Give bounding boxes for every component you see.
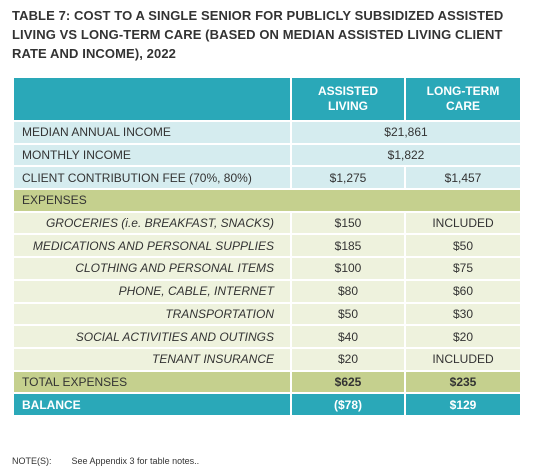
- table-row: TOTAL EXPENSES $625 $235: [12, 369, 522, 395]
- cell-value: $185: [290, 233, 406, 259]
- cell-value: $20: [404, 324, 522, 349]
- cell-value: $40: [290, 324, 406, 349]
- table-row: PHONE, CABLE, INTERNET $80 $60: [12, 278, 522, 304]
- row-label: PHONE, CABLE, INTERNET: [12, 278, 292, 304]
- cell-value: $129: [404, 392, 522, 417]
- note-text: See Appendix 3 for table notes..: [71, 456, 200, 466]
- cell-value: $1,822: [290, 142, 522, 168]
- table-row: CLIENT CONTRIBUTION FEE (70%, 80%) $1,275…: [12, 165, 522, 191]
- cell-value: $1,275: [290, 165, 406, 191]
- row-label: CLOTHING AND PERSONAL ITEMS: [12, 256, 292, 281]
- cell-value: $625: [290, 369, 406, 395]
- table-row: TRANSPORTATION $50 $30: [12, 301, 522, 327]
- row-label: GROCERIES (i.e. BREAKFAST, SNACKS): [12, 210, 292, 236]
- header-row: ASSISTED LIVING LONG-TERM CARE: [12, 76, 522, 122]
- cell-value: $75: [404, 256, 522, 281]
- cell-value: $30: [404, 301, 522, 327]
- cell-value: $235: [404, 369, 522, 395]
- row-label: CLIENT CONTRIBUTION FEE (70%, 80%): [12, 165, 292, 191]
- cell-value: $100: [290, 256, 406, 281]
- row-label: EXPENSES: [12, 188, 522, 213]
- title: TABLE 7: COST TO A SINGLE SENIOR FOR PUB…: [12, 8, 504, 61]
- table-row: GROCERIES (i.e. BREAKFAST, SNACKS) $150 IN…: [12, 210, 522, 236]
- row-label: MONTHLY INCOME: [12, 142, 292, 168]
- cell-value: INCLUDED: [404, 346, 522, 372]
- cell-value: $50: [290, 301, 406, 327]
- cell-value: INCLUDED: [404, 210, 522, 236]
- header-blank: [12, 76, 292, 122]
- cell-value: $1,457: [404, 165, 522, 191]
- table-row: EXPENSES: [12, 188, 522, 213]
- row-label: TENANT INSURANCE: [12, 346, 292, 372]
- column-header: LONG-TERM CARE: [404, 76, 522, 122]
- table-row: MEDIAN ANNUAL INCOME $21,861: [12, 120, 522, 145]
- cost-table: ASSISTED LIVING LONG-TERM CARE MEDIAN AN…: [12, 76, 522, 417]
- row-label: MEDICATIONS AND PERSONAL SUPPLIES: [12, 233, 292, 259]
- row-label: SOCIAL ACTIVITIES AND OUTINGS: [12, 324, 292, 349]
- table-row: SOCIAL ACTIVITIES AND OUTINGS $40 $20: [12, 324, 522, 349]
- table-row: MONTHLY INCOME $1,822: [12, 142, 522, 168]
- cell-value: $60: [404, 278, 522, 304]
- row-label: TRANSPORTATION: [12, 301, 292, 327]
- note-label: NOTE(S):: [12, 456, 52, 466]
- row-label: BALANCE: [12, 392, 292, 417]
- table-row: TENANT INSURANCE $20 INCLUDED: [12, 346, 522, 372]
- row-label: TOTAL EXPENSES: [12, 369, 292, 395]
- column-header: ASSISTED LIVING: [290, 76, 406, 122]
- table-row: MEDICATIONS AND PERSONAL SUPPLIES $185 $50: [12, 233, 522, 259]
- cell-value: ($78): [290, 392, 406, 417]
- cell-value: $21,861: [290, 120, 522, 145]
- cell-value: $20: [290, 346, 406, 372]
- table-body: ASSISTED LIVING LONG-TERM CARE MEDIAN AN…: [12, 76, 522, 417]
- cell-value: $50: [404, 233, 522, 259]
- table-row: BALANCE ($78) $129: [12, 392, 522, 417]
- cell-value: $150: [290, 210, 406, 236]
- row-label: MEDIAN ANNUAL INCOME: [12, 120, 292, 145]
- cell-value: $80: [290, 278, 406, 304]
- note: NOTE(S): See Appendix 3 for table notes..: [12, 456, 199, 466]
- table-row: CLOTHING AND PERSONAL ITEMS $100 $75: [12, 256, 522, 281]
